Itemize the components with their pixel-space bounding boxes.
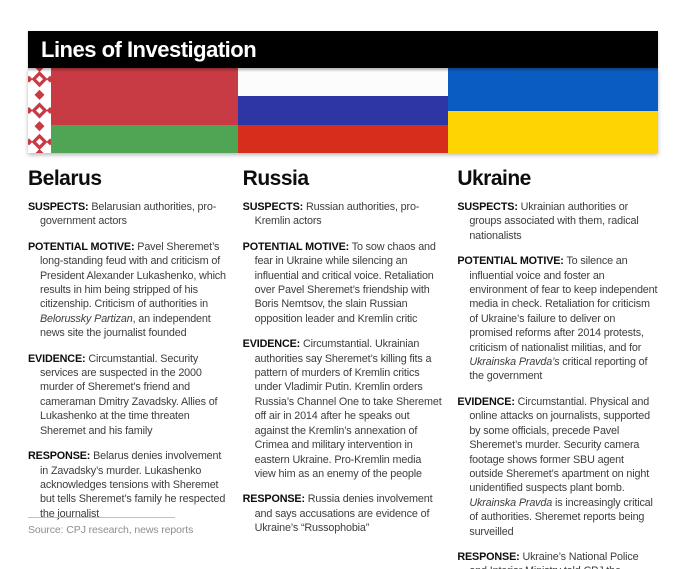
- russia-flag-blue-stripe: [238, 96, 448, 125]
- section-label: EVIDENCE:: [28, 352, 86, 365]
- section-label: SUSPECTS:: [457, 201, 518, 213]
- column-ukraine: Ukraine SUSPECTS: Ukrainian authorities …: [457, 167, 658, 569]
- country-heading-belarus: Belarus: [28, 167, 102, 190]
- section-text: Circumstantial. Ukrainian authorities sa…: [254, 338, 442, 480]
- section-label: POTENTIAL MOTIVE:: [457, 255, 564, 268]
- source-footer: Source: CPJ research, news reports: [28, 517, 193, 536]
- ukraine-flag-yellow-stripe: [448, 110, 658, 153]
- ukraine-suspects-section: SUSPECTS: Ukrainian authorities or group…: [457, 200, 658, 243]
- belarus-flag-fields: [51, 68, 238, 153]
- section-text: Ukraine’s National Police and Interior M…: [469, 550, 639, 569]
- russia-response-section: RESPONSE: Russia denies involvement and …: [243, 492, 444, 535]
- column-belarus: Belarus SUSPECTS: Belarusian authorities…: [28, 167, 229, 569]
- column-russia: Russia SUSPECTS: Russian authorities, pr…: [243, 167, 444, 569]
- section-text: Pavel Sheremet’s long-standing feud with…: [40, 240, 226, 340]
- page-title: Lines of Investigation: [41, 36, 257, 62]
- ukraine-evidence-section: EVIDENCE: Circumstantial. Physical and o…: [457, 395, 658, 539]
- ukraine-response-section: RESPONSE: Ukraine’s National Police and …: [457, 550, 658, 569]
- belarus-response-section: RESPONSE: Belarus denies involvement in …: [28, 449, 229, 521]
- russia-suspects-section: SUSPECTS: Russian authorities, pro-Kreml…: [243, 200, 444, 229]
- russia-flag-red-stripe: [238, 124, 448, 153]
- russia-motive-section: POTENTIAL MOTIVE: To sow chaos and fear …: [243, 240, 444, 326]
- title-bar: Lines of Investigation: [28, 31, 658, 68]
- section-label: SUSPECTS:: [242, 201, 304, 213]
- belarus-ornament-pattern: [28, 68, 51, 153]
- russia-evidence-section: EVIDENCE: Circumstantial. Ukrainian auth…: [243, 337, 444, 481]
- section-label: RESPONSE:: [457, 550, 520, 563]
- belarus-flag-green-stripe: [51, 124, 238, 153]
- section-label: POTENTIAL MOTIVE:: [28, 240, 135, 253]
- belarus-suspects-section: SUSPECTS: Belarusian authorities, pro-go…: [28, 200, 229, 229]
- ukraine-flag: [448, 68, 658, 153]
- section-label: RESPONSE:: [28, 450, 91, 463]
- belarus-flag-red-stripe: [51, 68, 238, 125]
- section-text: Ukrainian authorities or groups associat…: [469, 201, 639, 242]
- section-text: To sow chaos and fear in Ukraine while s…: [254, 240, 436, 325]
- country-heading-russia: Russia: [242, 167, 309, 190]
- section-label: EVIDENCE:: [242, 338, 301, 351]
- country-columns: Belarus SUSPECTS: Belarusian authorities…: [28, 167, 658, 569]
- source-text: Source: CPJ research, news reports: [28, 524, 194, 536]
- section-text: Belarus denies involvement in Zavadsky’s…: [40, 450, 226, 520]
- section-text: Circumstantial. Security services are su…: [40, 352, 218, 437]
- section-label: EVIDENCE:: [457, 395, 515, 408]
- section-text: To silence an influential voice and fost…: [469, 255, 658, 383]
- belarus-evidence-section: EVIDENCE: Circumstantial. Security servi…: [28, 352, 229, 438]
- section-text: Belarusian authorities, pro-government a…: [40, 201, 217, 228]
- belarus-motive-section: POTENTIAL MOTIVE: Pavel Sheremet’s long-…: [28, 240, 229, 341]
- russia-flag-white-stripe: [238, 68, 448, 97]
- ukraine-flag-blue-stripe: [448, 68, 658, 111]
- country-heading-ukraine: Ukraine: [457, 167, 531, 190]
- ukraine-motive-section: POTENTIAL MOTIVE: To silence an influent…: [457, 254, 658, 384]
- section-label: SUSPECTS:: [28, 201, 89, 213]
- section-label: POTENTIAL MOTIVE:: [242, 240, 350, 253]
- section-text: Circumstantial. Physical and online atta…: [469, 395, 653, 538]
- russia-flag: [238, 68, 448, 153]
- belarus-flag: [28, 68, 238, 153]
- section-text: Russia denies involvement and says accus…: [254, 493, 433, 535]
- source-divider: [28, 517, 175, 518]
- section-label: RESPONSE:: [242, 493, 305, 506]
- flags-strip: [28, 68, 658, 153]
- section-text: Russian authorities, pro-Kremlin actors: [254, 201, 420, 228]
